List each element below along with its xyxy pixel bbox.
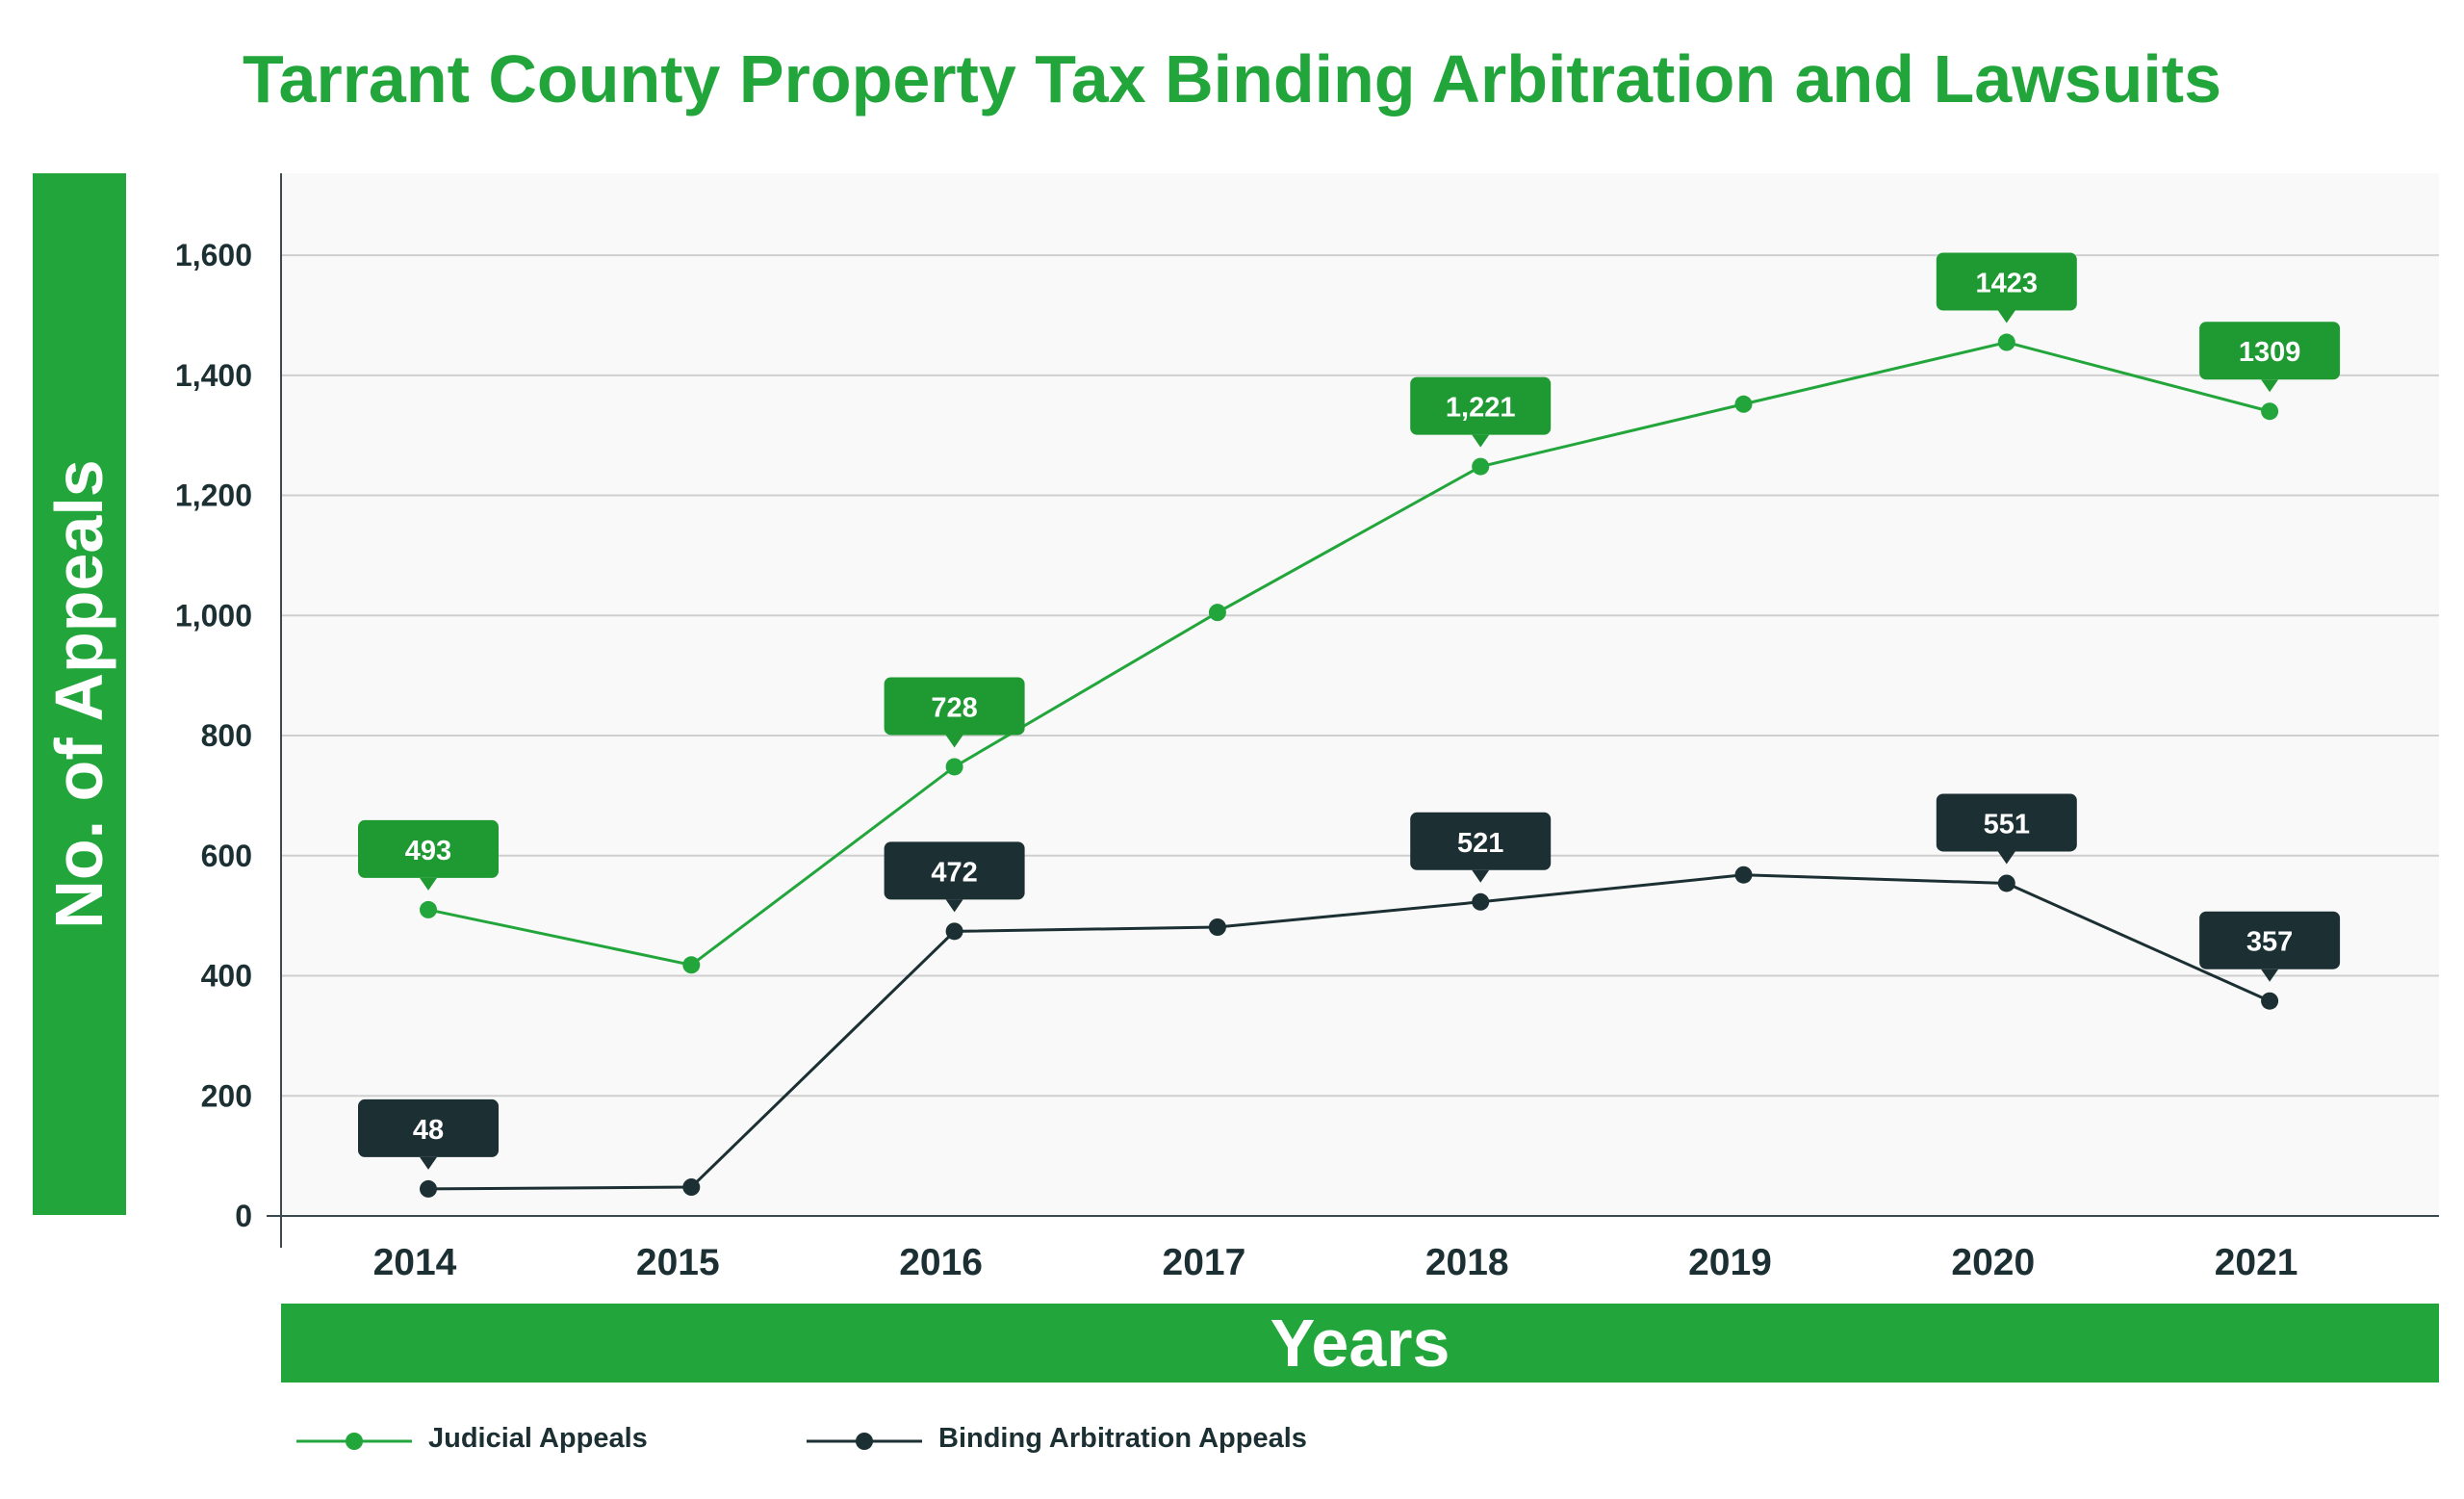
data-point <box>945 758 963 776</box>
data-point <box>682 1178 701 1197</box>
data-label-box <box>2199 911 2341 969</box>
data-point <box>1472 892 1490 911</box>
x-tick-label: 2019 <box>1688 1242 1772 1283</box>
data-label: 551 <box>1936 793 2077 865</box>
legend-marker-arbitration <box>856 1433 873 1450</box>
data-label: 728 <box>884 677 1025 748</box>
y-tick-labels: 0 200 400 600 800 1,000 1,200 1,400 1,600 <box>175 238 252 1233</box>
data-label-box <box>884 841 1025 900</box>
data-label-text: 1,221 <box>1446 393 1516 424</box>
x-tick-label: 2018 <box>1425 1242 1509 1283</box>
x-tick-label: 2014 <box>373 1242 457 1283</box>
x-axis-label-band <box>281 1304 2439 1383</box>
y-tick-label: 400 <box>201 959 252 994</box>
data-point <box>682 956 701 974</box>
data-label-box <box>2199 322 2341 380</box>
y-tick-label: 1,400 <box>175 358 252 393</box>
data-label-box <box>1936 793 2077 852</box>
data-point <box>1472 457 1490 476</box>
data-label-box <box>1410 812 1552 870</box>
data-label-pointer <box>1997 310 2015 323</box>
data-label: 493 <box>358 819 499 891</box>
x-tick-label: 2016 <box>899 1242 983 1283</box>
data-label: 521 <box>1410 812 1552 883</box>
data-point <box>2261 992 2279 1010</box>
series-line <box>427 340 2271 967</box>
data-label-box <box>358 819 499 878</box>
data-point <box>1997 874 2015 892</box>
data-point <box>1208 604 1226 622</box>
grid-lines <box>281 254 2439 1098</box>
y-tick-label: 600 <box>201 839 252 873</box>
plot-background <box>281 173 2439 1215</box>
x-tick-label: 2015 <box>636 1242 720 1283</box>
data-label: 472 <box>884 841 1025 913</box>
data-point <box>1734 866 1753 884</box>
y-tick-label: 1,000 <box>175 598 252 633</box>
data-point <box>945 922 963 941</box>
data-label-pointer <box>2261 379 2279 393</box>
data-point <box>1208 918 1226 937</box>
y-tick-label: 1,600 <box>175 238 252 272</box>
data-label-text: 551 <box>1984 809 2030 840</box>
data-label-text: 1309 <box>2239 337 2301 368</box>
series <box>420 333 2279 1198</box>
data-label-text: 521 <box>1457 828 1503 859</box>
y-tick-label: 0 <box>235 1199 252 1233</box>
data-label: 1,221 <box>1410 376 1552 448</box>
legend <box>296 1433 922 1450</box>
data-point <box>1997 333 2015 351</box>
legend-label-judicial: Judicial Appeals <box>428 1423 648 1454</box>
data-label-pointer <box>1472 434 1490 448</box>
data-label-pointer <box>1997 851 2015 865</box>
data-point <box>420 1179 437 1198</box>
data-label-pointer <box>2261 969 2279 982</box>
data-label-text: 357 <box>2246 927 2293 958</box>
y-tick-label: 1,200 <box>175 478 252 513</box>
chart-title: Tarrant County Property Tax Binding Arbi… <box>242 41 2222 116</box>
y-axis-label-band <box>33 173 126 1215</box>
data-label: 1309 <box>2199 322 2341 393</box>
y-tick-label: 200 <box>201 1078 252 1113</box>
data-label-text: 728 <box>931 692 977 723</box>
data-label: 1423 <box>1936 252 2077 323</box>
x-tick-labels: 2014 2015 2016 2017 2018 2019 2020 2021 <box>373 1242 2298 1283</box>
x-tick-label: 2017 <box>1163 1242 1246 1283</box>
data-label-box <box>358 1098 499 1157</box>
data-label: 357 <box>2199 911 2341 982</box>
data-label-pointer <box>420 877 437 891</box>
data-label-box <box>884 677 1025 736</box>
data-label-text: 48 <box>413 1115 444 1146</box>
data-label-box <box>1936 252 2077 311</box>
series-line <box>427 873 2271 1191</box>
data-label-pointer <box>945 735 963 748</box>
data-label-pointer <box>1472 869 1490 883</box>
y-tick-label: 800 <box>201 718 252 753</box>
x-tick-label: 2021 <box>2215 1242 2298 1283</box>
y-axis-label: No. of Appeals <box>41 459 116 929</box>
data-label-text: 493 <box>405 836 451 866</box>
legend-label-arbitration: Binding Arbitration Appeals <box>938 1423 1307 1454</box>
data-label: 48 <box>358 1098 499 1170</box>
data-point <box>420 900 437 918</box>
data-point <box>1734 395 1753 413</box>
data-label-text: 1423 <box>1976 269 2039 299</box>
legend-marker-judicial <box>346 1433 363 1450</box>
x-tick-label: 2020 <box>1951 1242 2035 1283</box>
data-label-box <box>1410 376 1552 435</box>
data-label-pointer <box>945 899 963 913</box>
data-label-text: 472 <box>931 857 977 888</box>
data-label-pointer <box>420 1156 437 1170</box>
x-axis-label: Years <box>1270 1305 1450 1381</box>
data-labels: 493 728 1,221 1423 1309 48 472 521 551 357 <box>358 252 2341 1170</box>
data-point <box>2261 402 2279 421</box>
